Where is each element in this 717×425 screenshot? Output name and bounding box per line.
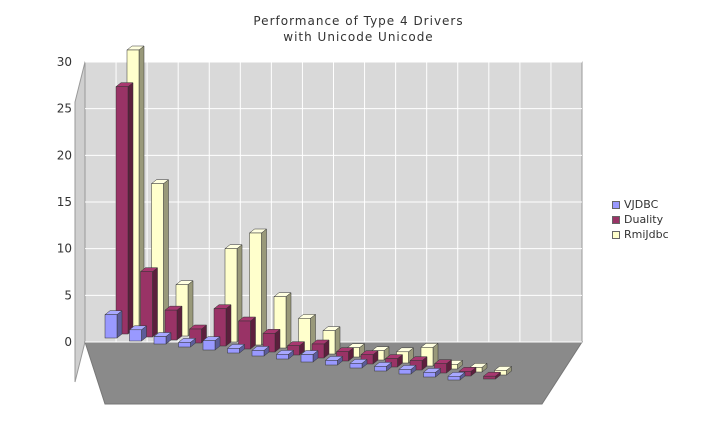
- legend-label: Duality: [624, 213, 664, 226]
- legend-swatch: [612, 200, 620, 209]
- legend-label: RmiJdbc: [624, 228, 669, 241]
- y-tick-label: 0: [64, 335, 72, 349]
- bar-side: [261, 228, 267, 346]
- bar-vjdbc: [129, 329, 142, 342]
- bar-vjdbc: [300, 354, 314, 363]
- y-tick-label: 5: [64, 288, 72, 302]
- bar-side: [285, 292, 292, 349]
- bar-vjdbc: [447, 376, 461, 381]
- legend-item: Duality: [612, 212, 669, 227]
- bar-vjdbc: [227, 348, 240, 354]
- legend-item: RmiJdbc: [612, 227, 669, 242]
- y-tick-label: 25: [57, 102, 72, 116]
- bar-vjdbc: [349, 363, 363, 369]
- bar-side: [152, 267, 158, 338]
- bar-duality: [115, 86, 129, 335]
- chart-title: Performance of Type 4 Drivers: [253, 14, 464, 28]
- legend-label: VJDBC: [624, 198, 659, 211]
- bar-vjdbc: [398, 369, 412, 375]
- side-wall: [74, 61, 86, 383]
- bar-vjdbc: [325, 360, 338, 366]
- bar-duality: [483, 375, 496, 380]
- y-tick-label: 20: [57, 148, 72, 162]
- bar-vjdbc: [276, 354, 289, 360]
- bar-side: [176, 305, 183, 341]
- y-tick-label: 10: [57, 242, 72, 256]
- bar-vjdbc: [423, 372, 436, 378]
- bar-side: [116, 310, 123, 339]
- bar-side: [127, 82, 134, 335]
- bar-side: [225, 304, 232, 347]
- bar-vjdbc: [178, 342, 191, 348]
- legend-swatch: [612, 230, 620, 239]
- bar-side: [250, 316, 256, 350]
- bar-vjdbc: [374, 366, 387, 372]
- legend-swatch: [612, 215, 620, 224]
- legend-item: VJDBC: [612, 197, 669, 212]
- bar-vjdbc: [202, 340, 216, 351]
- bar-vjdbc: [104, 314, 118, 339]
- y-tick-label: 30: [57, 55, 72, 69]
- y-tick-label: 15: [57, 195, 72, 209]
- chart-subtitle: with Unicode Unicode: [283, 30, 434, 44]
- bar-vjdbc: [251, 350, 265, 357]
- bar-vjdbc: [153, 336, 167, 345]
- legend: VJDBC Duality RmiJdbc: [612, 197, 669, 242]
